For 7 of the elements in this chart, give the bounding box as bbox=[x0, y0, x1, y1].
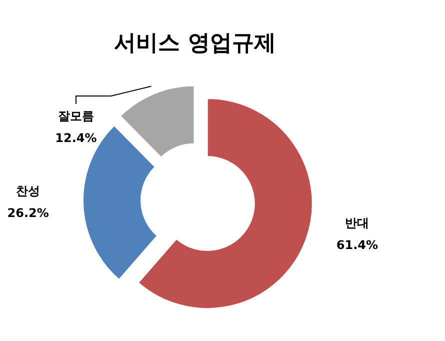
data-label: 12.4% bbox=[55, 131, 97, 145]
data-label: 61.4% bbox=[336, 238, 378, 252]
data-label: 26.2% bbox=[7, 206, 49, 220]
slice-label: 잘모름 bbox=[58, 109, 94, 123]
slice-label: 찬성 bbox=[16, 184, 40, 198]
chart-title: 서비스 영업규제 bbox=[114, 31, 276, 56]
slice-label: 반대 bbox=[345, 216, 370, 230]
